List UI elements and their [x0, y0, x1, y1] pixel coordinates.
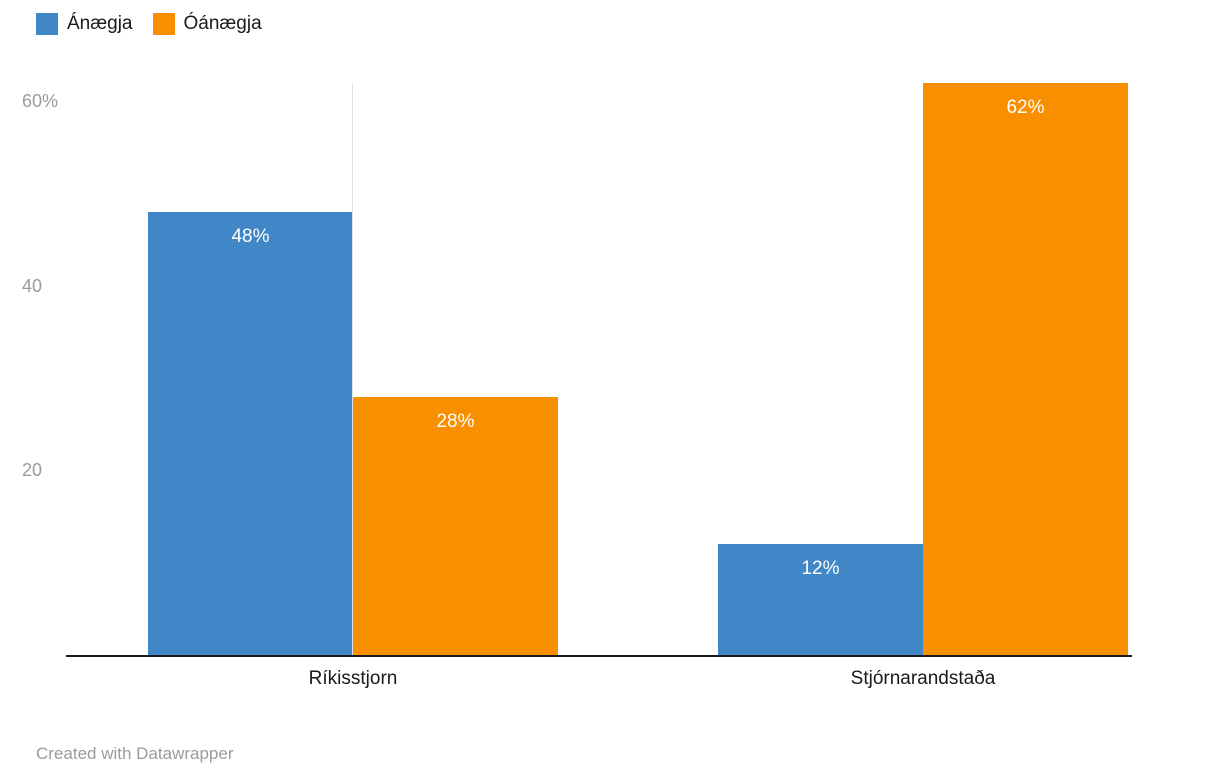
bar-value-label: 48% [231, 226, 270, 247]
bar: 12% [718, 544, 923, 655]
legend: Ánægja Óánægja [36, 13, 262, 35]
legend-item: Ánægja [36, 13, 133, 35]
credit-text: Created with Datawrapper [36, 744, 234, 763]
legend-swatch-oanaegja [152, 13, 175, 35]
y-tick-label: 20 [22, 460, 43, 481]
legend-label: Óánægja [183, 13, 262, 34]
legend-swatch-anaegja [36, 13, 58, 35]
legend-label: Ánægja [67, 13, 133, 34]
bar: 62% [923, 83, 1128, 655]
bar: 48% [148, 212, 353, 655]
bar: 28% [353, 397, 558, 655]
x-axis-line [66, 655, 1132, 657]
bar-value-label: 28% [436, 411, 475, 432]
y-tick-label: 40 [22, 275, 43, 296]
legend-item: Óánægja [152, 13, 262, 35]
y-tick-label: 60% [22, 91, 59, 112]
bar-value-label: 12% [801, 558, 840, 579]
category-label: Ríkisstjorn [308, 668, 398, 689]
group-separator-gridline [352, 83, 353, 656]
category-label: Stjórnarandstaða [850, 668, 996, 689]
bar-value-label: 62% [1006, 97, 1045, 118]
